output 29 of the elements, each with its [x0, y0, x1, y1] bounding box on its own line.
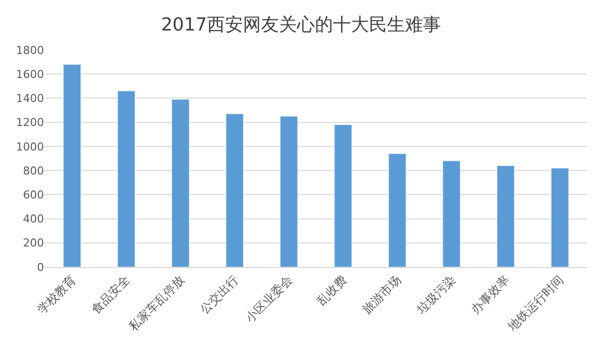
y-tick-label: 600	[23, 188, 44, 202]
y-tick-label: 400	[23, 212, 44, 226]
x-tick-label: 小区业委会	[242, 272, 296, 326]
y-tick-label: 1800	[16, 44, 44, 57]
bar	[63, 64, 82, 267]
x-tick-label: 垃圾污染	[413, 272, 458, 318]
bar	[280, 116, 298, 267]
bar	[496, 165, 515, 267]
x-tick-label: 食品安全	[88, 272, 133, 317]
bar	[388, 153, 406, 267]
bar	[172, 99, 190, 267]
y-tick-label: 200	[23, 236, 44, 250]
x-tick-label: 学校教育	[34, 272, 78, 317]
y-tick-label: 1600	[16, 68, 44, 81]
x-tick-label: 乱收费	[314, 272, 350, 308]
y-tick-label: 1000	[16, 140, 44, 154]
bar	[117, 90, 136, 267]
x-tick-label: 公交出行	[197, 272, 242, 317]
y-tick-label: 1400	[16, 92, 44, 106]
x-tick-label: 旅游市场	[360, 272, 404, 317]
bar	[550, 168, 569, 267]
x-tick-label: 办事效率	[468, 272, 512, 317]
bar	[334, 124, 352, 267]
bar	[442, 160, 460, 267]
y-tick-label: 0	[37, 260, 44, 274]
bar	[226, 114, 244, 267]
y-tick-label: 1200	[16, 116, 44, 130]
y-tick-label: 800	[23, 164, 44, 178]
chart-title: 2017西安网友关心的十大民生难事	[161, 14, 441, 36]
